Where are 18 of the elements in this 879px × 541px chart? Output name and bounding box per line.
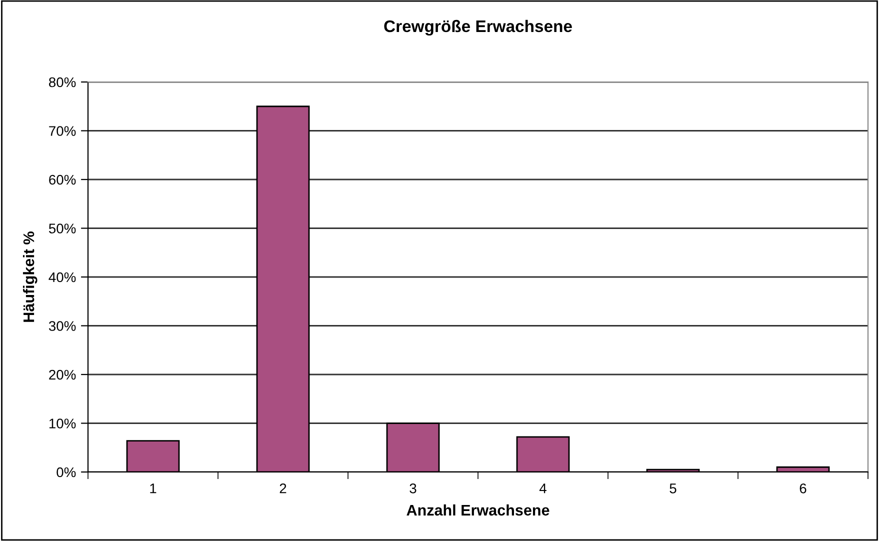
y-tick-label: 50% xyxy=(48,224,76,234)
x-tick-label: 2 xyxy=(280,483,286,494)
x-tick-label: 3 xyxy=(410,483,416,494)
x-axis-title: Anzahl Erwachsene xyxy=(406,504,550,516)
y-tick-label: 40% xyxy=(48,272,76,282)
x-tick-label: 4 xyxy=(539,484,546,494)
x-tick-label: 5 xyxy=(670,484,676,494)
x-tick-label: 6 xyxy=(800,483,806,494)
y-tick-label: 60% xyxy=(49,174,76,185)
y-tick-label: 80% xyxy=(49,77,76,88)
y-tick-label: 20% xyxy=(49,370,76,380)
y-tick-label: 30% xyxy=(48,321,76,331)
y-axis-title: Häufigkeit % xyxy=(22,232,38,322)
y-tick-label: 70% xyxy=(49,126,76,136)
y-tick-label: 0% xyxy=(56,467,76,478)
x-tick-label: 1 xyxy=(150,484,156,494)
chart-title: Crewgröße Erwachsene xyxy=(384,20,572,36)
y-tick-label: 10% xyxy=(49,418,76,428)
